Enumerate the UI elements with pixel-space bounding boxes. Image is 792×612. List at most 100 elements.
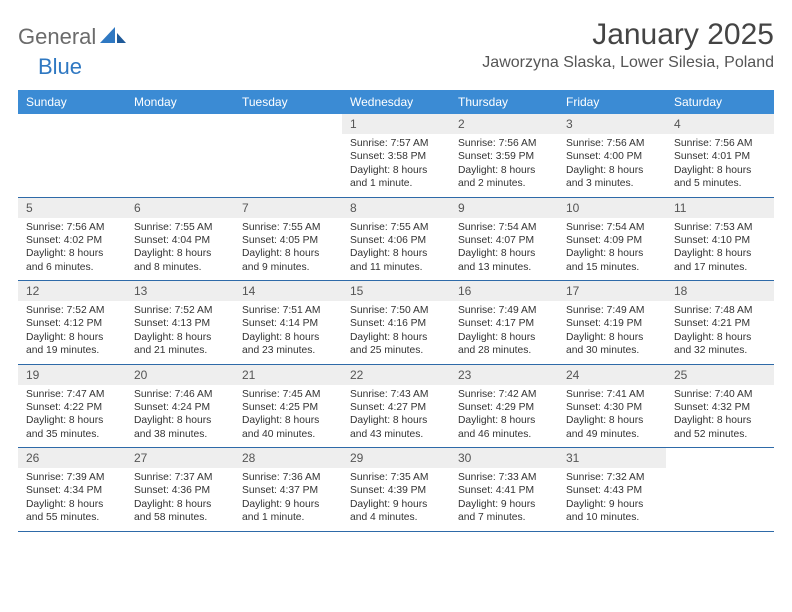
daylight-text: Daylight: 8 hours and 58 minutes. bbox=[134, 498, 226, 525]
sunset-text: Sunset: 4:02 PM bbox=[26, 234, 118, 247]
day-detail-cell: Sunrise: 7:32 AMSunset: 4:43 PMDaylight:… bbox=[558, 468, 666, 531]
sunset-text: Sunset: 4:13 PM bbox=[134, 317, 226, 330]
day-number-cell: 10 bbox=[558, 197, 666, 218]
sunrise-text: Sunrise: 7:51 AM bbox=[242, 304, 334, 317]
day-detail-cell: Sunrise: 7:46 AMSunset: 4:24 PMDaylight:… bbox=[126, 385, 234, 448]
day-number-cell: 8 bbox=[342, 197, 450, 218]
day-detail-cell: Sunrise: 7:53 AMSunset: 4:10 PMDaylight:… bbox=[666, 218, 774, 281]
day-detail-cell bbox=[234, 134, 342, 197]
day-number-cell: 12 bbox=[18, 281, 126, 302]
daylight-text: Daylight: 8 hours and 21 minutes. bbox=[134, 331, 226, 358]
daylight-text: Daylight: 8 hours and 15 minutes. bbox=[566, 247, 658, 274]
sunrise-text: Sunrise: 7:46 AM bbox=[134, 388, 226, 401]
day-number-cell: 11 bbox=[666, 197, 774, 218]
day-number-cell: 31 bbox=[558, 448, 666, 469]
daylight-text: Daylight: 9 hours and 1 minute. bbox=[242, 498, 334, 525]
sunset-text: Sunset: 4:37 PM bbox=[242, 484, 334, 497]
daylight-text: Daylight: 8 hours and 38 minutes. bbox=[134, 414, 226, 441]
sunset-text: Sunset: 4:19 PM bbox=[566, 317, 658, 330]
sunrise-text: Sunrise: 7:53 AM bbox=[674, 221, 766, 234]
weekday-header: Wednesday bbox=[342, 90, 450, 114]
daylight-text: Daylight: 8 hours and 40 minutes. bbox=[242, 414, 334, 441]
sunset-text: Sunset: 4:43 PM bbox=[566, 484, 658, 497]
day-number-cell: 3 bbox=[558, 114, 666, 134]
day-number-cell: 27 bbox=[126, 448, 234, 469]
sunset-text: Sunset: 4:34 PM bbox=[26, 484, 118, 497]
day-detail-cell: Sunrise: 7:56 AMSunset: 4:01 PMDaylight:… bbox=[666, 134, 774, 197]
logo-text-general: General bbox=[18, 24, 96, 50]
day-number-row: 19202122232425 bbox=[18, 364, 774, 385]
sunset-text: Sunset: 4:17 PM bbox=[458, 317, 550, 330]
day-detail-row: Sunrise: 7:56 AMSunset: 4:02 PM Daylight:… bbox=[18, 218, 774, 281]
daylight-text: Daylight: 8 hours and 35 minutes. bbox=[26, 414, 118, 441]
sunrise-text: Sunrise: 7:40 AM bbox=[674, 388, 766, 401]
day-detail-cell: Sunrise: 7:43 AMSunset: 4:27 PMDaylight:… bbox=[342, 385, 450, 448]
daylight-text: Daylight: 9 hours and 10 minutes. bbox=[566, 498, 658, 525]
weekday-header: Sunday bbox=[18, 90, 126, 114]
day-number-cell: 18 bbox=[666, 281, 774, 302]
day-number-cell: 26 bbox=[18, 448, 126, 469]
weekday-header: Saturday bbox=[666, 90, 774, 114]
day-number-cell: 30 bbox=[450, 448, 558, 469]
day-detail-row: Sunrise: 7:47 AMSunset: 4:22 PMDaylight:… bbox=[18, 385, 774, 448]
sunset-text: Sunset: 4:32 PM bbox=[674, 401, 766, 414]
weekday-header: Thursday bbox=[450, 90, 558, 114]
weekday-header: Friday bbox=[558, 90, 666, 114]
sunset-text: Sunset: 4:10 PM bbox=[674, 234, 766, 247]
sunset-text: Sunset: 4:04 PM bbox=[134, 234, 226, 247]
day-detail-cell: Sunrise: 7:56 AMSunset: 3:59 PMDaylight:… bbox=[450, 134, 558, 197]
logo-text-blue: Blue bbox=[38, 54, 82, 79]
day-number-cell: 7 bbox=[234, 197, 342, 218]
calendar-page: General January 2025 Jaworzyna Slaska, L… bbox=[0, 0, 792, 542]
day-detail-cell: Sunrise: 7:50 AMSunset: 4:16 PMDaylight:… bbox=[342, 301, 450, 364]
day-number-cell: 29 bbox=[342, 448, 450, 469]
day-number-cell: 14 bbox=[234, 281, 342, 302]
logo: General bbox=[18, 24, 128, 50]
day-detail-cell: Sunrise: 7:37 AMSunset: 4:36 PMDaylight:… bbox=[126, 468, 234, 531]
weekday-header: Tuesday bbox=[234, 90, 342, 114]
day-number-cell: 4 bbox=[666, 114, 774, 134]
sunrise-text: Sunrise: 7:43 AM bbox=[350, 388, 442, 401]
daylight-text: Daylight: 8 hours and 5 minutes. bbox=[674, 164, 766, 191]
sunrise-text: Sunrise: 7:49 AM bbox=[566, 304, 658, 317]
daylight-text: Daylight: 8 hours and 32 minutes. bbox=[674, 331, 766, 358]
day-detail-cell: Sunrise: 7:36 AMSunset: 4:37 PMDaylight:… bbox=[234, 468, 342, 531]
day-number-cell: 15 bbox=[342, 281, 450, 302]
day-number-cell: 24 bbox=[558, 364, 666, 385]
sunrise-text: Sunrise: 7:55 AM bbox=[134, 221, 226, 234]
daylight-text: Daylight: 8 hours and 28 minutes. bbox=[458, 331, 550, 358]
sunset-text: Sunset: 4:21 PM bbox=[674, 317, 766, 330]
day-detail-cell: Sunrise: 7:54 AMSunset: 4:09 PMDaylight:… bbox=[558, 218, 666, 281]
day-number-cell: 19 bbox=[18, 364, 126, 385]
weekday-header-row: Sunday Monday Tuesday Wednesday Thursday… bbox=[18, 90, 774, 114]
day-detail-cell: Sunrise: 7:56 AMSunset: 4:02 PMDaylight:… bbox=[18, 218, 126, 281]
day-number-cell: 13 bbox=[126, 281, 234, 302]
daylight-text: Daylight: 8 hours and 17 minutes. bbox=[674, 247, 766, 274]
daylight-text: Daylight: 8 hours and 30 minutes. bbox=[566, 331, 658, 358]
day-detail-cell: Sunrise: 7:55 AMSunset: 4:06 PMDaylight:… bbox=[342, 218, 450, 281]
day-number-cell: 6 bbox=[126, 197, 234, 218]
day-detail-cell bbox=[666, 468, 774, 531]
sunset-text: Sunset: 4:16 PM bbox=[350, 317, 442, 330]
month-title: January 2025 bbox=[482, 18, 774, 52]
sunset-text: Sunset: 4:14 PM bbox=[242, 317, 334, 330]
sunset-text: Sunset: 4:41 PM bbox=[458, 484, 550, 497]
sunset-text: Sunset: 4:27 PM bbox=[350, 401, 442, 414]
day-number-cell: 16 bbox=[450, 281, 558, 302]
daylight-text: Daylight: 8 hours and 55 minutes. bbox=[26, 498, 118, 525]
daylight-text: Daylight: 8 hours and 25 minutes. bbox=[350, 331, 442, 358]
day-number-cell bbox=[18, 114, 126, 134]
day-detail-cell: Sunrise: 7:54 AMSunset: 4:07 PMDaylight:… bbox=[450, 218, 558, 281]
sunrise-text: Sunrise: 7:56 AM bbox=[458, 137, 550, 150]
sunrise-text: Sunrise: 7:56 AM bbox=[674, 137, 766, 150]
daylight-text: Daylight: 8 hours and 46 minutes. bbox=[458, 414, 550, 441]
sunset-text: Sunset: 4:25 PM bbox=[242, 401, 334, 414]
sunrise-text: Sunrise: 7:56 AM bbox=[26, 221, 118, 234]
sunrise-text: Sunrise: 7:42 AM bbox=[458, 388, 550, 401]
day-number-cell bbox=[666, 448, 774, 469]
sunrise-text: Sunrise: 7:32 AM bbox=[566, 471, 658, 484]
day-number-cell: 2 bbox=[450, 114, 558, 134]
day-detail-cell: Sunrise: 7:55 AMSunset: 4:05 PMDaylight:… bbox=[234, 218, 342, 281]
sunset-text: Sunset: 4:09 PM bbox=[566, 234, 658, 247]
daylight-text: Daylight: 8 hours and 2 minutes. bbox=[458, 164, 550, 191]
